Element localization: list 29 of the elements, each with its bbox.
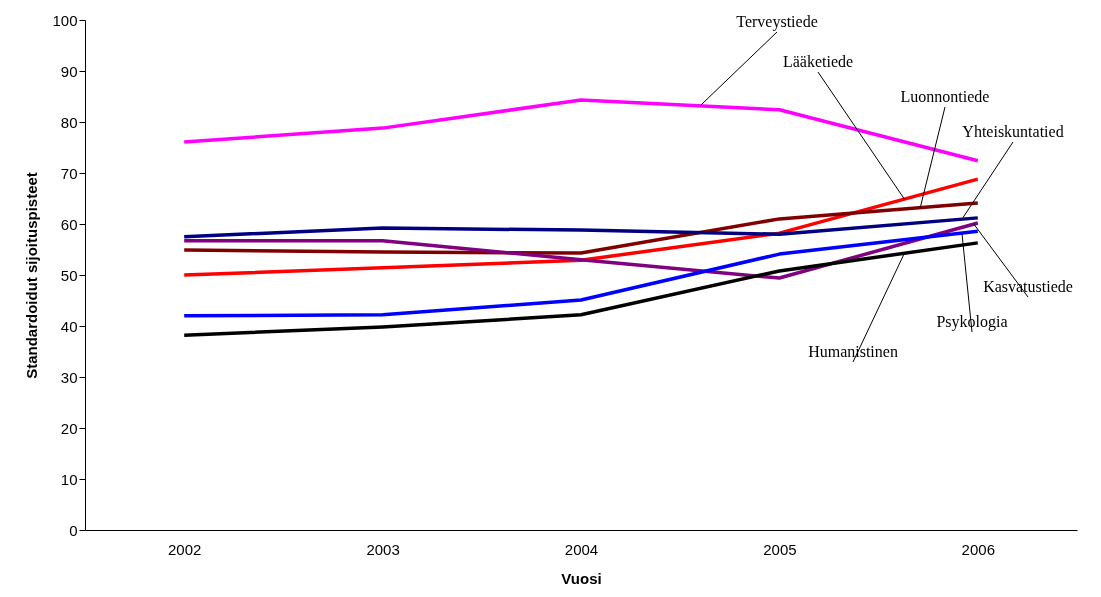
x-tick-label: 2002 [168, 540, 202, 558]
y-tick-label: 60 [60, 215, 78, 233]
text: Yhteiskuntatied [962, 123, 1064, 140]
y-tick-label: 0 [69, 521, 78, 539]
x-tick-label: 2003 [366, 540, 400, 558]
y-tick-label: 80 [60, 113, 78, 131]
text: Kasvatustiede [983, 278, 1073, 295]
y-tick-label: 70 [60, 164, 78, 182]
line-series [182, 201, 980, 255]
line-series [182, 177, 980, 277]
x-tick-label: 2004 [564, 540, 599, 558]
y-tick-label: 50 [60, 266, 78, 284]
y-tick-label: 40 [60, 317, 78, 335]
y-tick-label: 100 [52, 11, 78, 29]
text: Luonnontiede [900, 88, 990, 105]
y-tick-label: 30 [60, 368, 78, 386]
text: Terveystiede [736, 13, 818, 31]
text: Psykologia [936, 313, 1008, 331]
text: Humanistinen [808, 343, 898, 360]
y-tick-label: 20 [60, 419, 78, 437]
text: Lääketiede [782, 53, 854, 70]
y-tick-label: 90 [60, 62, 78, 80]
y-axis-title: Standardoidut sijoituspisteet [23, 172, 41, 379]
x-axis-title: Vuosi [561, 569, 602, 587]
y-tick-label: 10 [60, 470, 78, 488]
line-series [182, 216, 980, 239]
x-tick-label: 2006 [961, 540, 995, 558]
x-tick-label: 2005 [763, 540, 797, 558]
line-series [182, 221, 980, 280]
